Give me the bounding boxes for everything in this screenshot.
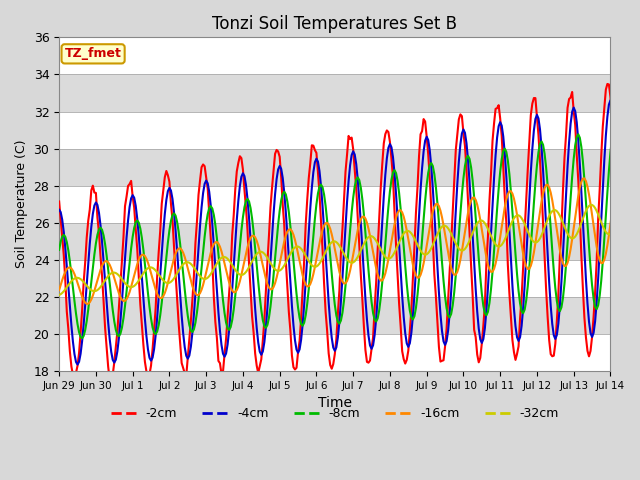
-4cm <box>55 207 63 213</box>
Legend: -2cm, -4cm, -8cm, -16cm, -32cm: -2cm, -4cm, -8cm, -16cm, -32cm <box>106 402 564 425</box>
Text: TZ_fmet: TZ_fmet <box>65 48 122 60</box>
Bar <box>59 223 611 260</box>
-2cm <box>55 199 63 204</box>
-4cm <box>358 247 366 252</box>
Line: -32cm: -32cm <box>59 200 640 295</box>
Bar <box>59 297 611 334</box>
Line: -8cm: -8cm <box>59 127 640 338</box>
-8cm <box>358 197 366 203</box>
-4cm <box>562 191 570 197</box>
Bar <box>59 74 611 111</box>
-8cm <box>562 262 570 268</box>
-32cm <box>623 197 631 203</box>
-2cm <box>76 350 83 356</box>
Title: Tonzi Soil Temperatures Set B: Tonzi Soil Temperatures Set B <box>212 15 458 33</box>
-32cm <box>474 220 481 226</box>
-2cm <box>93 215 101 221</box>
Line: -4cm: -4cm <box>59 97 640 365</box>
Line: -2cm: -2cm <box>59 80 640 380</box>
-2cm <box>639 77 640 83</box>
-32cm <box>76 276 83 281</box>
-8cm <box>95 227 103 232</box>
-16cm <box>55 287 63 293</box>
-16cm <box>618 169 625 175</box>
-32cm <box>55 292 63 298</box>
-32cm <box>639 225 640 231</box>
-16cm <box>562 263 570 269</box>
-2cm <box>475 360 483 365</box>
-2cm <box>358 297 366 302</box>
-8cm <box>611 124 619 130</box>
X-axis label: Time: Time <box>318 396 352 410</box>
-2cm <box>106 377 113 383</box>
-16cm <box>76 285 83 291</box>
-16cm <box>95 272 103 277</box>
-16cm <box>475 209 483 215</box>
-16cm <box>358 214 366 220</box>
Y-axis label: Soil Temperature (C): Soil Temperature (C) <box>15 140 28 268</box>
Line: -16cm: -16cm <box>59 172 640 304</box>
-8cm <box>475 255 483 261</box>
Bar <box>59 149 611 186</box>
-8cm <box>55 247 63 252</box>
-32cm <box>561 224 568 230</box>
-4cm <box>475 325 483 331</box>
-2cm <box>562 132 570 138</box>
-32cm <box>93 287 101 293</box>
-32cm <box>357 248 365 253</box>
-4cm <box>639 126 640 132</box>
-8cm <box>78 336 86 341</box>
-8cm <box>76 329 83 335</box>
-16cm <box>83 301 90 307</box>
-4cm <box>77 351 84 357</box>
-4cm <box>74 362 81 368</box>
-4cm <box>95 210 103 216</box>
